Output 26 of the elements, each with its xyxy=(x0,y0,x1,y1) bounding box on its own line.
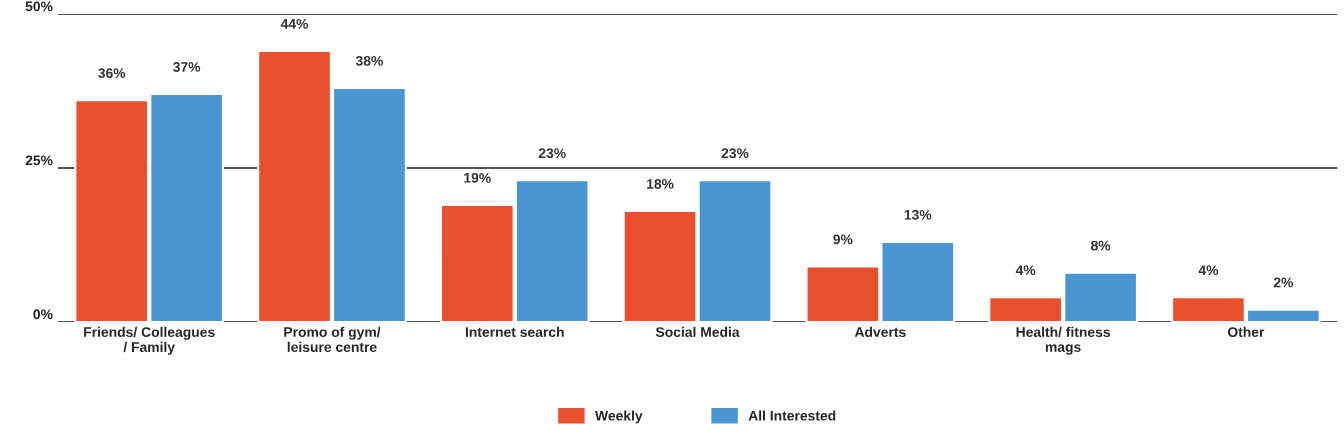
legend-label: Weekly xyxy=(595,410,643,424)
x-tick-label: Health/ fitness mags xyxy=(1016,326,1110,355)
data-label: 23% xyxy=(721,148,749,159)
data-label: 8% xyxy=(1090,240,1111,251)
legend-label: All Interested xyxy=(748,410,836,421)
data-label: 36% xyxy=(98,68,126,79)
y-tick-label: 25% xyxy=(25,155,53,166)
x-tick-label: Other xyxy=(1227,326,1265,337)
data-label: 38% xyxy=(355,55,383,66)
data-label: 23% xyxy=(538,148,566,159)
data-label: 37% xyxy=(173,62,201,72)
data-label: 4% xyxy=(1198,265,1219,276)
data-label: 4% xyxy=(1015,265,1036,276)
x-tick-label: Friends/ Colleagues / Family xyxy=(84,326,215,355)
data-label: 44% xyxy=(280,18,309,29)
data-label: 9% xyxy=(833,234,853,245)
x-tick-label: Promo of gym/ leisure centre xyxy=(284,326,381,353)
x-tick-label: Social Media xyxy=(655,326,740,337)
x-tick-label: Internet search xyxy=(465,326,564,337)
y-tick-label: 0% xyxy=(33,309,53,320)
data-label: 18% xyxy=(647,179,674,189)
x-tick-label: Adverts xyxy=(854,326,906,337)
data-label: 13% xyxy=(904,209,932,220)
y-tick-label: 50% xyxy=(25,1,53,12)
data-label: 19% xyxy=(464,172,491,183)
data-label: 2% xyxy=(1273,277,1294,288)
